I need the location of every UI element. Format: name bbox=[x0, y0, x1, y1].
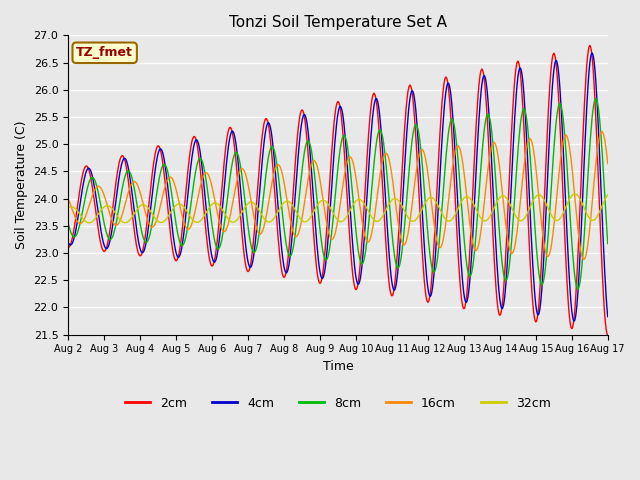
4cm bbox=[206, 240, 214, 246]
2cm bbox=[330, 127, 337, 132]
32cm bbox=[555, 216, 563, 222]
16cm bbox=[330, 235, 337, 241]
Text: TZ_fmet: TZ_fmet bbox=[76, 46, 133, 59]
32cm bbox=[383, 205, 390, 211]
32cm bbox=[436, 206, 444, 212]
16cm bbox=[183, 226, 191, 231]
4cm bbox=[64, 239, 72, 245]
16cm bbox=[64, 196, 72, 202]
2cm bbox=[586, 43, 594, 48]
8cm bbox=[592, 96, 600, 101]
8cm bbox=[574, 286, 582, 292]
2cm bbox=[206, 258, 214, 264]
4cm bbox=[570, 318, 578, 324]
16cm bbox=[598, 129, 605, 134]
8cm bbox=[183, 230, 191, 236]
8cm bbox=[64, 220, 72, 226]
2cm bbox=[64, 245, 72, 251]
32cm bbox=[184, 209, 191, 215]
32cm bbox=[571, 191, 579, 197]
8cm bbox=[206, 205, 214, 211]
32cm bbox=[207, 203, 214, 209]
Legend: 2cm, 4cm, 8cm, 16cm, 32cm: 2cm, 4cm, 8cm, 16cm, 32cm bbox=[120, 392, 556, 415]
32cm bbox=[64, 205, 72, 211]
8cm bbox=[330, 212, 337, 218]
8cm bbox=[435, 240, 443, 246]
4cm bbox=[588, 50, 596, 56]
Line: 8cm: 8cm bbox=[68, 98, 608, 289]
2cm bbox=[382, 241, 390, 247]
4cm bbox=[183, 205, 191, 211]
8cm bbox=[382, 160, 390, 166]
16cm bbox=[580, 257, 588, 263]
16cm bbox=[604, 161, 612, 167]
8cm bbox=[604, 241, 612, 247]
4cm bbox=[330, 158, 337, 164]
8cm bbox=[554, 104, 562, 110]
16cm bbox=[554, 178, 562, 184]
2cm bbox=[435, 145, 443, 151]
Y-axis label: Soil Temperature (C): Soil Temperature (C) bbox=[15, 120, 28, 249]
4cm bbox=[435, 189, 443, 194]
4cm bbox=[604, 314, 612, 320]
16cm bbox=[382, 150, 390, 156]
16cm bbox=[435, 244, 443, 250]
Line: 2cm: 2cm bbox=[68, 46, 608, 336]
Line: 16cm: 16cm bbox=[68, 132, 608, 260]
Line: 32cm: 32cm bbox=[68, 194, 608, 223]
Title: Tonzi Soil Temperature Set A: Tonzi Soil Temperature Set A bbox=[229, 15, 447, 30]
X-axis label: Time: Time bbox=[323, 360, 353, 373]
2cm bbox=[604, 333, 612, 338]
16cm bbox=[206, 176, 214, 181]
4cm bbox=[382, 203, 390, 208]
32cm bbox=[604, 192, 612, 198]
4cm bbox=[554, 67, 562, 72]
32cm bbox=[330, 212, 338, 218]
2cm bbox=[183, 181, 191, 187]
Line: 4cm: 4cm bbox=[68, 53, 608, 321]
2cm bbox=[554, 90, 562, 96]
32cm bbox=[85, 220, 93, 226]
